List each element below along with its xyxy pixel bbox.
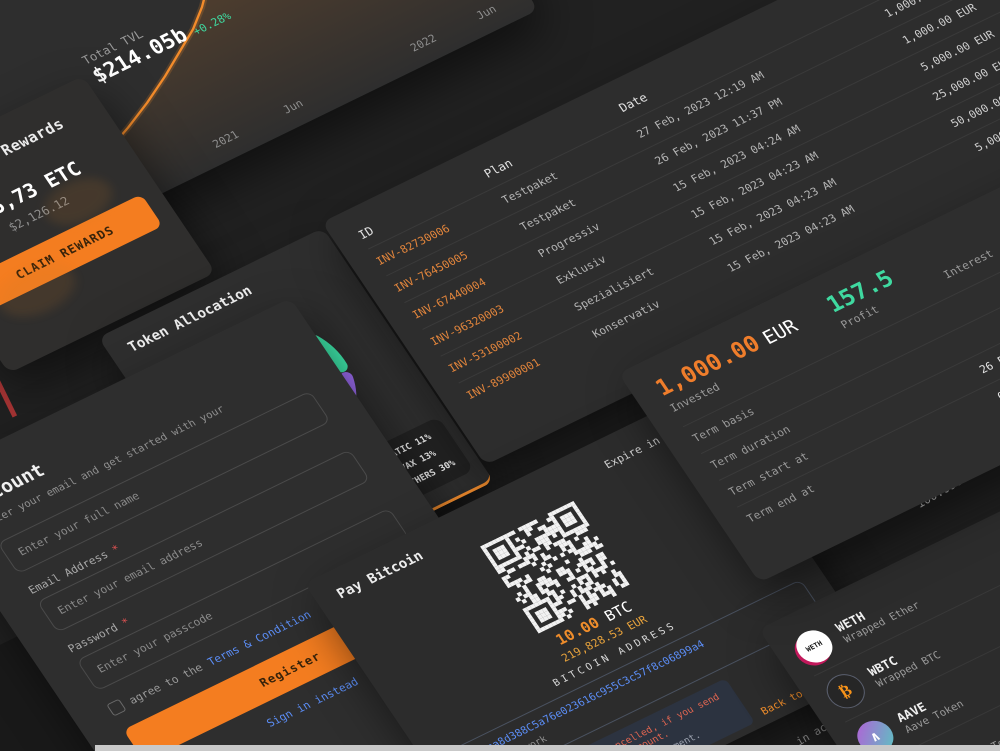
light-card-edge [95, 745, 1000, 751]
required-asterisk: * [119, 615, 133, 630]
tvl-chart-card: 2021 Jun 2022 Jun Total TVL $214.05b +0.28% [0, 0, 539, 256]
pay-bitcoin-card: Pay Bitcoin Expire in 59:57 10.00 BTC 21… [304, 390, 886, 751]
weth-icon: WETH [789, 624, 840, 669]
stat-interest: Interest [940, 247, 996, 282]
qr-code [479, 500, 632, 634]
terms-checkbox[interactable] [106, 698, 127, 717]
required-asterisk: * [109, 542, 123, 557]
wbtc-icon: ₿ [819, 668, 873, 715]
